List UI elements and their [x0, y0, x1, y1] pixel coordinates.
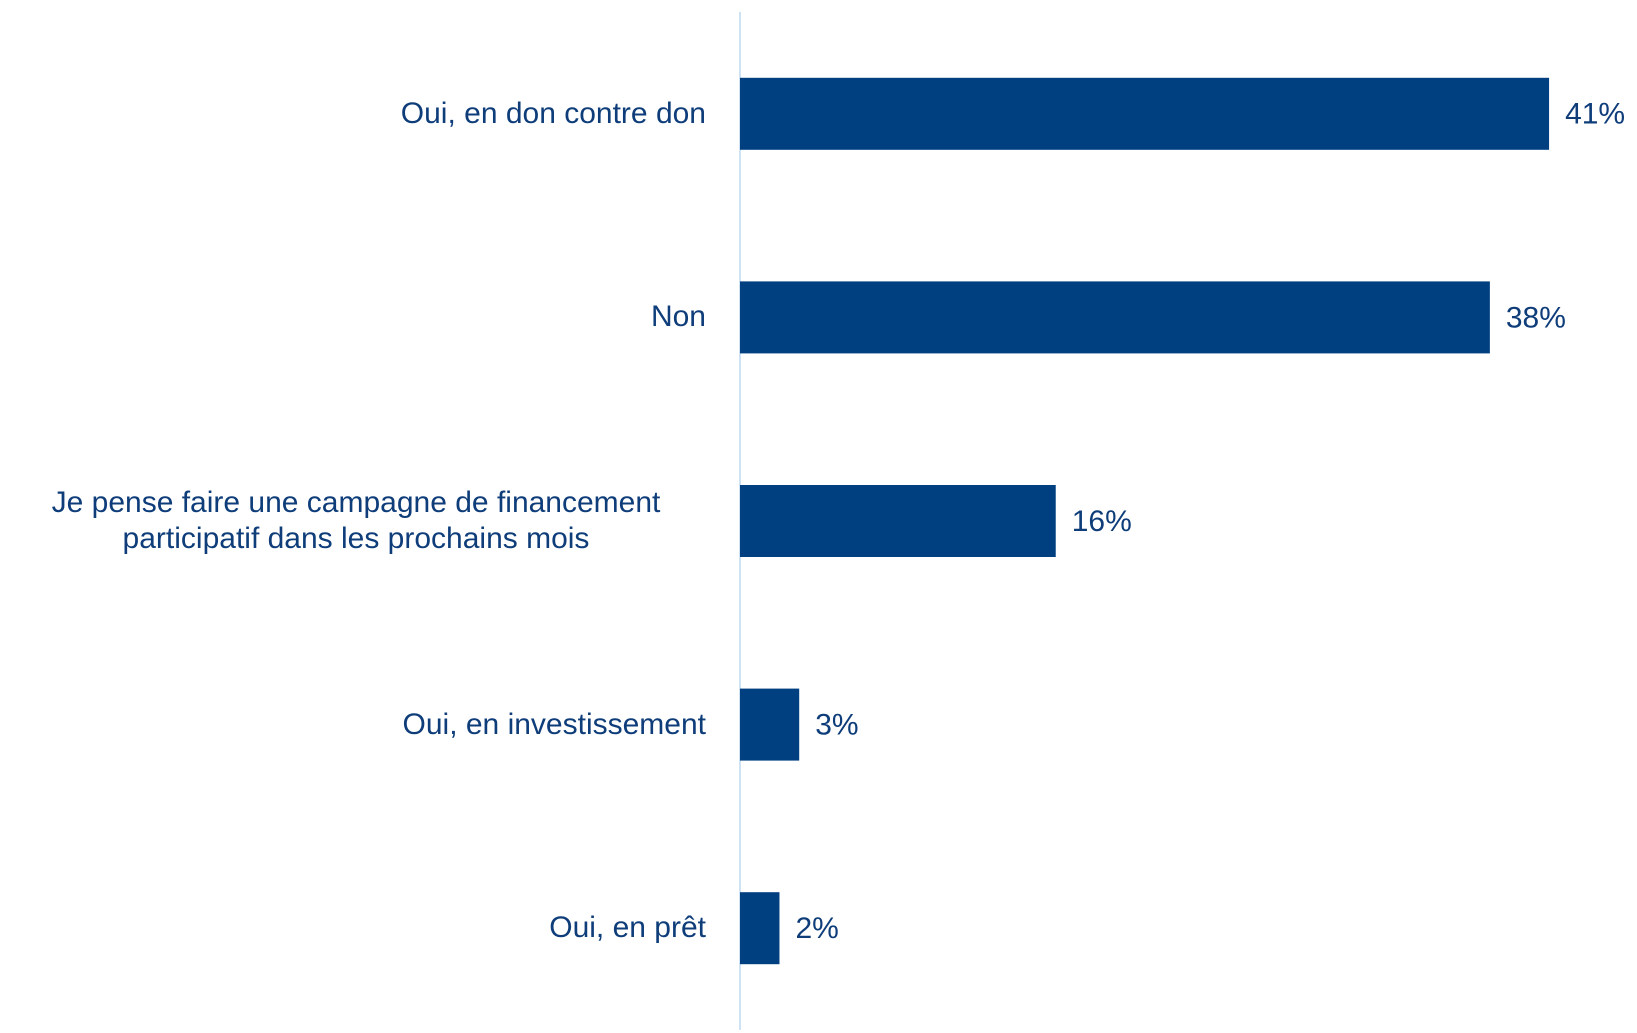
category-label: Je pense faire une campagne de financeme… [51, 486, 661, 555]
value-label: 2% [795, 912, 838, 945]
value-label: 41% [1565, 98, 1625, 131]
bar [740, 688, 800, 761]
value-label: 16% [1072, 505, 1132, 538]
bar [740, 77, 1550, 150]
bar [740, 892, 780, 965]
category-label: Non [650, 300, 706, 334]
bar [740, 485, 1056, 557]
category-label: Oui, en don contre don [400, 96, 706, 130]
category-label: Oui, en investissement [402, 707, 706, 741]
value-label: 38% [1506, 301, 1566, 334]
category-label: Oui, en prêt [549, 911, 706, 945]
value-label: 3% [815, 709, 858, 742]
bar [740, 281, 1490, 354]
